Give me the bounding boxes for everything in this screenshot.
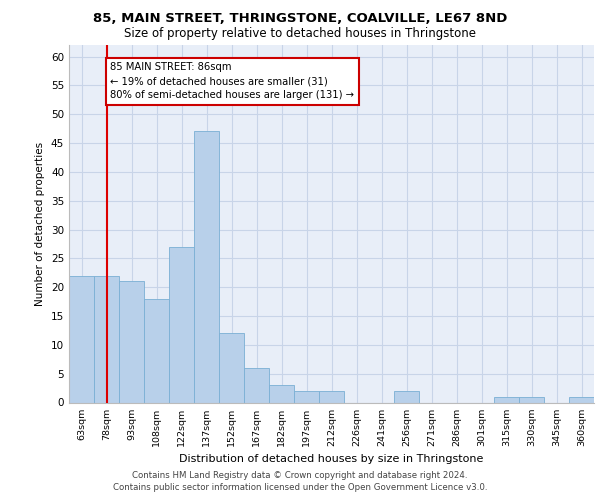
X-axis label: Distribution of detached houses by size in Thringstone: Distribution of detached houses by size … <box>179 454 484 464</box>
Bar <box>169 247 194 402</box>
Bar <box>119 282 144 403</box>
Bar <box>569 396 594 402</box>
Bar <box>219 334 244 402</box>
Bar <box>294 391 319 402</box>
Bar <box>144 298 169 403</box>
Bar <box>269 385 294 402</box>
Y-axis label: Number of detached properties: Number of detached properties <box>35 142 46 306</box>
Bar <box>244 368 269 402</box>
Bar <box>319 391 344 402</box>
Text: Size of property relative to detached houses in Thringstone: Size of property relative to detached ho… <box>124 28 476 40</box>
Bar <box>69 276 94 402</box>
Text: 85 MAIN STREET: 86sqm
← 19% of detached houses are smaller (31)
80% of semi-deta: 85 MAIN STREET: 86sqm ← 19% of detached … <box>110 62 354 100</box>
Bar <box>494 396 519 402</box>
Bar <box>194 132 219 402</box>
Text: Contains HM Land Registry data © Crown copyright and database right 2024.
Contai: Contains HM Land Registry data © Crown c… <box>113 471 487 492</box>
Text: 85, MAIN STREET, THRINGSTONE, COALVILLE, LE67 8ND: 85, MAIN STREET, THRINGSTONE, COALVILLE,… <box>93 12 507 26</box>
Bar <box>94 276 119 402</box>
Bar <box>519 396 544 402</box>
Bar <box>394 391 419 402</box>
